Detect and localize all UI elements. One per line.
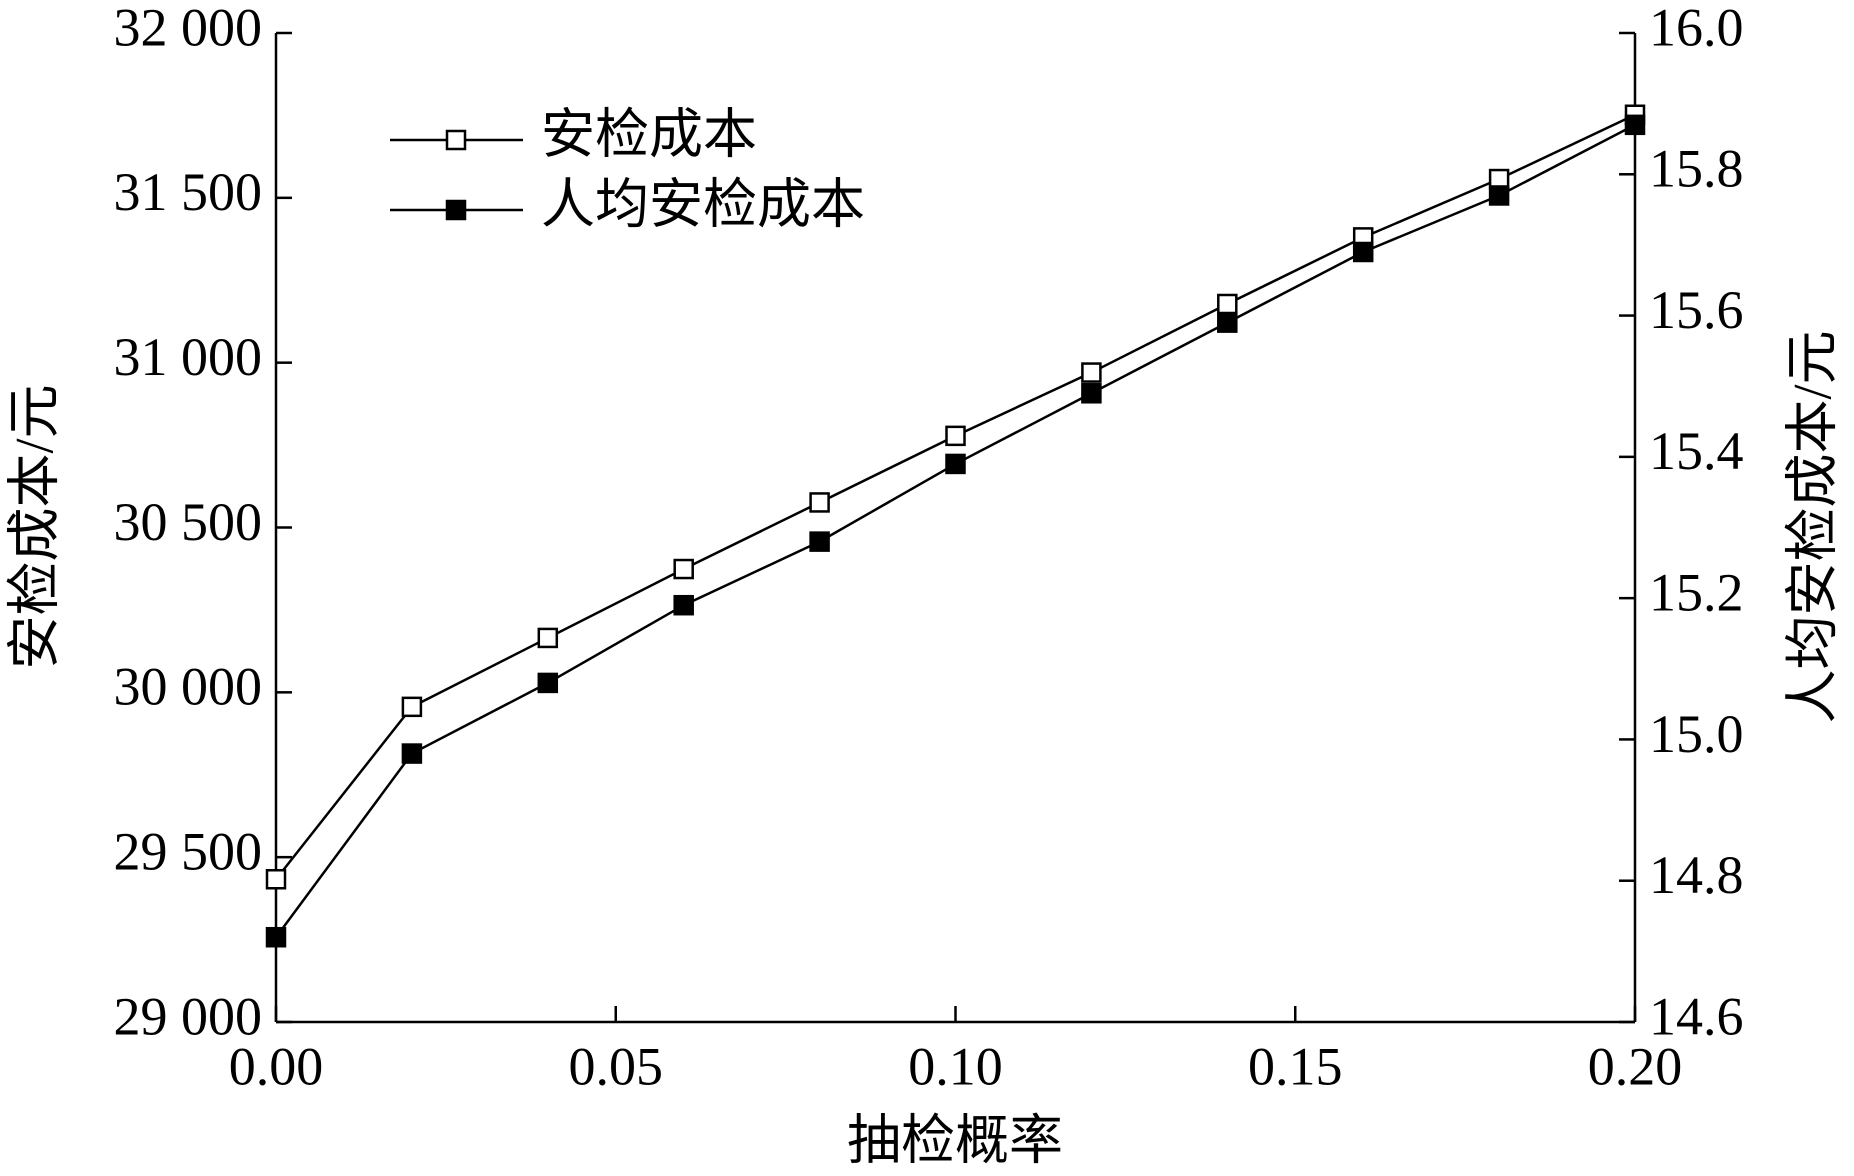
x-tick-label: 0.05: [569, 1036, 664, 1096]
y2-tick-label: 16.0: [1649, 0, 1744, 57]
y-tick-label: 31 000: [114, 327, 263, 387]
series-line: [274, 123, 1636, 938]
y2-tick-label: 15.2: [1649, 563, 1744, 623]
y-tick-label: 30 000: [114, 657, 263, 717]
y2-tick-label: 14.8: [1649, 845, 1744, 905]
marker: [537, 672, 559, 694]
marker: [1352, 241, 1374, 263]
y-tick-label: 30 500: [114, 492, 263, 552]
marker: [1217, 312, 1238, 333]
marker: [945, 425, 966, 447]
marker: [537, 627, 559, 649]
marker: [1081, 383, 1102, 404]
marker: [673, 558, 694, 580]
y-axis-label: 安检成本/元: [4, 384, 64, 669]
marker: [1624, 114, 1646, 136]
y2-tick-label: 15.0: [1649, 704, 1744, 764]
marker: [673, 594, 694, 616]
marker: [809, 492, 830, 513]
y2-tick-label: 14.6: [1649, 986, 1744, 1046]
x-tick-label: 0.20: [1588, 1036, 1683, 1096]
x-tick-label: 0.15: [1248, 1036, 1343, 1096]
legend-label: 人均安检成本: [541, 174, 865, 234]
series-line: [275, 113, 1636, 881]
y2-tick-label: 15.6: [1649, 280, 1744, 340]
marker: [1081, 362, 1102, 383]
marker: [265, 926, 287, 948]
y-tick-label: 29 000: [114, 986, 263, 1046]
legend-marker: [445, 199, 467, 221]
marker: [265, 869, 287, 890]
x-tick-label: 0.00: [229, 1036, 324, 1096]
legend-marker: [445, 129, 467, 151]
marker: [809, 531, 830, 552]
y-tick-label: 32 000: [114, 0, 263, 57]
marker: [401, 696, 423, 718]
y2-axis-label: 人均安检成本/元: [1782, 330, 1842, 723]
x-tick-label: 0.10: [908, 1036, 1003, 1096]
y-tick-label: 31 500: [114, 162, 263, 222]
marker: [945, 453, 966, 475]
x-axis-label: 抽检概率: [847, 1110, 1063, 1170]
legend-label: 安检成本: [541, 104, 757, 164]
marker: [401, 743, 423, 764]
y2-tick-label: 15.8: [1649, 139, 1744, 199]
marker: [1488, 185, 1510, 206]
marker: [1217, 293, 1238, 315]
y2-tick-label: 15.4: [1649, 421, 1744, 481]
y-tick-label: 29 500: [114, 822, 263, 882]
